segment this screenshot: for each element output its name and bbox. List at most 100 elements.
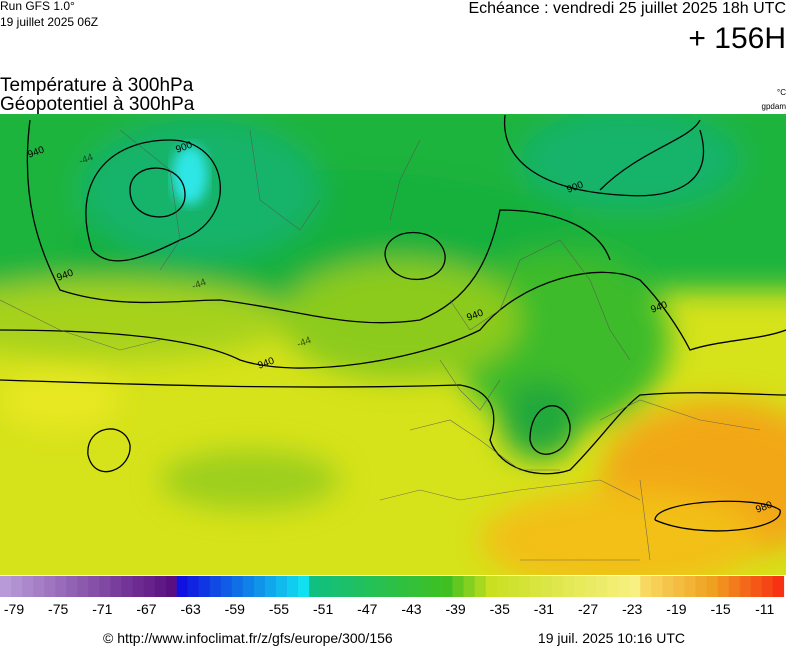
color-swatch	[187, 576, 200, 597]
colorbar-tick-label: -19	[666, 601, 686, 617]
color-swatch	[309, 576, 321, 597]
color-swatch	[386, 576, 398, 597]
color-swatch	[585, 576, 597, 597]
map-field	[0, 114, 786, 575]
color-swatch	[706, 576, 718, 597]
colorbar-tick-label: -51	[313, 601, 333, 617]
color-swatch	[253, 576, 266, 597]
color-swatch	[496, 576, 509, 597]
lead-time: + 156H	[688, 22, 786, 55]
color-swatch	[607, 576, 619, 597]
colorbar-tick-label: -27	[578, 601, 598, 617]
color-swatch	[540, 576, 553, 597]
color-swatch	[397, 576, 409, 597]
color-swatch	[342, 576, 354, 597]
color-swatch	[529, 576, 542, 597]
color-swatch	[353, 576, 365, 597]
color-swatch	[695, 576, 707, 597]
color-swatch	[596, 576, 608, 597]
color-swatch	[331, 576, 343, 597]
title-geopotential: Géopotentiel à 300hPa	[0, 94, 195, 115]
color-swatch	[132, 576, 144, 597]
color-swatch	[651, 576, 663, 597]
color-swatch	[551, 576, 564, 597]
color-swatch	[0, 576, 12, 597]
color-swatch	[110, 576, 122, 597]
color-swatch	[662, 576, 674, 597]
color-swatch	[452, 576, 464, 597]
run-label: Run GFS 1.0°	[0, 0, 75, 13]
color-swatch	[66, 576, 78, 597]
contour-label: -44	[77, 152, 95, 167]
color-swatch	[728, 576, 740, 597]
colorbar-tick-label: -31	[534, 601, 554, 617]
colorbar-tick-label: -39	[445, 601, 465, 617]
color-swatch	[77, 576, 89, 597]
colorbar-tick-label: -11	[755, 601, 774, 617]
color-swatch	[209, 576, 222, 597]
color-swatch	[629, 576, 641, 597]
colorbar-tick-label: -79	[4, 601, 24, 617]
colorbar-tick-label: -67	[136, 601, 156, 617]
color-swatch	[717, 576, 729, 597]
title-temperature: Température à 300hPa	[0, 75, 194, 96]
color-swatch	[176, 576, 188, 597]
color-swatch	[198, 576, 211, 597]
color-swatch	[11, 576, 23, 597]
unit-temperature: °C	[777, 88, 786, 97]
colorbar-tick-label: -75	[48, 601, 68, 617]
color-swatch	[375, 576, 387, 597]
generated-time: 19 juil. 2025 10:16 UTC	[538, 630, 685, 646]
color-swatch	[44, 576, 56, 597]
color-swatch	[320, 576, 332, 597]
color-swatch	[463, 576, 475, 597]
color-swatch	[419, 576, 431, 597]
color-swatch	[121, 576, 133, 597]
color-swatch	[485, 576, 498, 597]
color-swatch	[640, 576, 652, 597]
color-swatch	[441, 576, 453, 597]
color-swatch	[88, 576, 100, 597]
colorbar-tick-label: -23	[622, 601, 642, 617]
color-swatch	[298, 576, 310, 597]
colorbar-tick-label: -35	[490, 601, 510, 617]
source-url: © http://www.infoclimat.fr/z/gfs/europe/…	[103, 630, 393, 646]
colorbar-tick-label: -63	[181, 601, 201, 617]
color-swatch	[618, 576, 630, 597]
colorbar-tick-label: -55	[269, 601, 289, 617]
color-swatch	[55, 576, 67, 597]
color-swatch	[574, 576, 586, 597]
color-swatch	[430, 576, 442, 597]
colorbar-tick-label: -15	[710, 601, 730, 617]
color-swatch	[684, 576, 696, 597]
color-swatch	[231, 576, 244, 597]
color-swatch	[563, 576, 575, 597]
color-swatch	[22, 576, 34, 597]
contour-label: -44	[190, 277, 208, 292]
color-swatch	[220, 576, 233, 597]
color-swatch	[33, 576, 45, 597]
color-swatch	[242, 576, 255, 597]
run-date: 19 juillet 2025 06Z	[0, 15, 98, 29]
color-swatch	[143, 576, 155, 597]
color-swatch	[673, 576, 685, 597]
color-swatch	[408, 576, 420, 597]
valid-time: Echéance : vendredi 25 juillet 2025 18h …	[468, 0, 786, 17]
colorbar-tick-label: -43	[401, 601, 421, 617]
colorbar-tick-label: -71	[92, 601, 112, 617]
color-swatch	[287, 576, 299, 597]
color-swatch	[507, 576, 520, 597]
colorbar-tick-label: -47	[357, 601, 377, 617]
colorbar: -79 -75 -71 -67 -63 -59 -55 -51 -47 -43 -39 -35 -31 -…	[0, 576, 785, 617]
contour-label: -44	[295, 335, 313, 350]
unit-geopotential: gpdam	[762, 102, 786, 111]
color-swatch	[364, 576, 376, 597]
color-swatch	[474, 576, 487, 597]
colorbar-tick-label: -59	[225, 601, 245, 617]
color-swatch	[264, 576, 277, 597]
color-swatch	[739, 576, 751, 597]
color-swatch	[275, 576, 288, 597]
